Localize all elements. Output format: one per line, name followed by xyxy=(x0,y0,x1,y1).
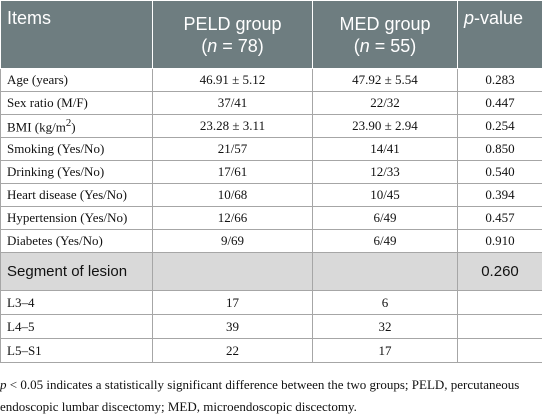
row-label: L3–4 xyxy=(1,291,153,315)
header-cell: PELD group(n = 78) xyxy=(153,1,313,69)
cell: 14/41 xyxy=(313,138,458,161)
row-label: L5–S1 xyxy=(1,339,153,363)
row-label: Drinking (Yes/No) xyxy=(1,161,153,184)
header-cell: MED group(n = 55) xyxy=(313,1,458,69)
cell: 0.457 xyxy=(458,207,542,230)
header-text: PELD group xyxy=(183,14,281,34)
cell: 17/61 xyxy=(153,161,313,184)
cell: 6/49 xyxy=(313,207,458,230)
empty-cell xyxy=(458,315,542,339)
cell: 39 xyxy=(153,315,313,339)
data-table: Items PELD group(n = 78) MED group(n = 5… xyxy=(0,0,542,363)
cell: 0.394 xyxy=(458,184,542,207)
cell: 37/41 xyxy=(153,92,313,115)
cell: 6 xyxy=(313,291,458,315)
row-label: Heart disease (Yes/No) xyxy=(1,184,153,207)
empty-cell xyxy=(153,253,313,291)
row-label: Age (years) xyxy=(1,69,153,92)
header-cell: Items xyxy=(1,1,153,69)
row-label: Hypertension (Yes/No) xyxy=(1,207,153,230)
header-row: Items PELD group(n = 78) MED group(n = 5… xyxy=(1,1,542,69)
cell: 22/32 xyxy=(313,92,458,115)
row-label: Segment of lesion xyxy=(1,253,153,291)
header-text: Items xyxy=(7,8,51,28)
table-header: Items PELD group(n = 78) MED group(n = 5… xyxy=(1,1,542,69)
header-cell: p-value xyxy=(458,1,542,69)
cell: 32 xyxy=(313,315,458,339)
cell: 0.254 xyxy=(458,115,542,138)
cell: 10/45 xyxy=(313,184,458,207)
label-text: BMI (kg/m xyxy=(7,119,66,134)
cell: 23.90 ± 2.94 xyxy=(313,115,458,138)
empty-cell xyxy=(313,253,458,291)
label-text: ) xyxy=(71,119,75,134)
cell: 0.447 xyxy=(458,92,542,115)
empty-cell xyxy=(458,339,542,363)
cell: 0.540 xyxy=(458,161,542,184)
cell: 10/68 xyxy=(153,184,313,207)
cell: 0.283 xyxy=(458,69,542,92)
row-label: Smoking (Yes/No) xyxy=(1,138,153,161)
cell: 12/66 xyxy=(153,207,313,230)
cell: 6/49 xyxy=(313,230,458,253)
header-text: = 78) xyxy=(217,36,264,56)
cell: 47.92 ± 5.54 xyxy=(313,69,458,92)
cell: 0.850 xyxy=(458,138,542,161)
cell: 22 xyxy=(153,339,313,363)
cell: 9/69 xyxy=(153,230,313,253)
header-text: = 55) xyxy=(370,36,417,56)
cell: 21/57 xyxy=(153,138,313,161)
footnote: p < 0.05 indicates a statistically signi… xyxy=(0,363,542,418)
cell: 17 xyxy=(313,339,458,363)
header-text: p xyxy=(464,8,474,28)
cell: 23.28 ± 3.11 xyxy=(153,115,313,138)
segment-row: Segment of lesion 0.260 xyxy=(1,253,542,291)
row-label: L4–5 xyxy=(1,315,153,339)
cell: 12/33 xyxy=(313,161,458,184)
header-text: n xyxy=(360,36,370,56)
row-label: BMI (kg/m2) xyxy=(1,115,153,138)
cell: 0.260 xyxy=(458,253,542,291)
cell: 0.910 xyxy=(458,230,542,253)
header-text: MED group xyxy=(339,14,430,34)
header-text: -value xyxy=(474,8,523,28)
header-text: n xyxy=(207,36,217,56)
empty-cell xyxy=(458,291,542,315)
row-label: Sex ratio (M/F) xyxy=(1,92,153,115)
cell: 46.91 ± 5.12 xyxy=(153,69,313,92)
footnote-text: < 0.05 indicates a statistically signifi… xyxy=(0,377,519,414)
cell: 17 xyxy=(153,291,313,315)
row-label: Diabetes (Yes/No) xyxy=(1,230,153,253)
